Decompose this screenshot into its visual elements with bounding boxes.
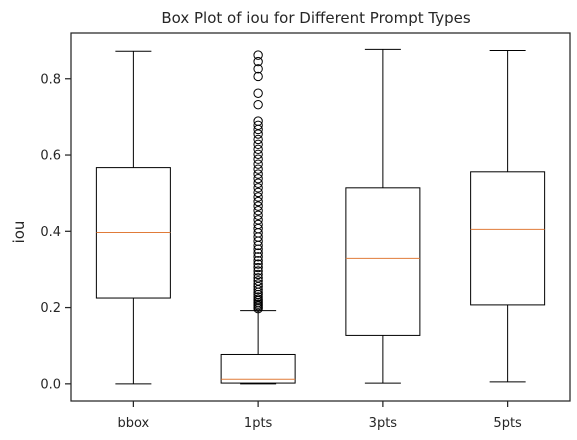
x-tick-label: 1pts — [244, 416, 273, 431]
outlier-point — [253, 164, 263, 174]
outlier-point — [253, 248, 263, 258]
outlier-point — [253, 276, 263, 286]
box-1pts — [220, 353, 296, 384]
outlier-point — [253, 134, 263, 145]
outlier-point — [253, 262, 263, 273]
outlier-point — [253, 187, 263, 198]
x-tick-label: 5pts — [493, 416, 522, 431]
y-axis-label: iou — [10, 221, 28, 244]
y-tick-label: 0.2 — [40, 301, 61, 316]
x-tick-label: 3pts — [369, 416, 398, 431]
outlier-point — [253, 71, 263, 82]
y-tick-label: 0.0 — [40, 377, 61, 392]
plot-frame — [70, 32, 571, 402]
outlier-point — [253, 149, 263, 159]
outlier-point — [253, 196, 263, 207]
outlier-point — [253, 210, 263, 220]
outlier-point — [253, 99, 263, 110]
outlier-point — [253, 154, 263, 164]
outlier-point — [253, 88, 263, 98]
outlier-point — [253, 144, 263, 155]
outlier-point — [253, 292, 263, 302]
outlier-point — [253, 259, 263, 269]
outlier-point — [253, 64, 263, 74]
outlier-point — [253, 252, 263, 262]
box-5pts — [470, 171, 546, 306]
y-tick-label: 0.6 — [40, 149, 61, 164]
outlier-point — [253, 279, 263, 289]
outlier-point — [253, 120, 263, 130]
outlier-point — [253, 273, 263, 283]
outlier-point — [253, 50, 263, 60]
outlier-point — [253, 139, 263, 150]
outlier-point — [253, 201, 263, 211]
outlier-point — [253, 215, 263, 225]
outlier-point — [253, 294, 263, 304]
outlier-point — [253, 178, 263, 188]
outlier-point — [253, 266, 263, 276]
outlier-point — [253, 169, 263, 179]
y-tick-label: 0.8 — [40, 72, 61, 87]
outlier-point — [253, 192, 263, 202]
outlier-point — [253, 173, 263, 184]
outlier-point — [253, 183, 263, 193]
outlier-point — [253, 206, 263, 216]
outlier-point — [253, 269, 263, 280]
plot-area: 0.0 0.2 0.4 0.6 0.8 bbox 1pts 3pts 5pts — [40, 32, 571, 431]
chart-title: Box Plot of iou for Different Prompt Typ… — [161, 9, 470, 27]
outlier-point — [253, 56, 263, 67]
outlier-point — [253, 159, 263, 169]
outlier-point — [253, 219, 263, 230]
outlier-point — [253, 255, 263, 266]
y-tick-label: 0.4 — [40, 225, 61, 240]
outlier-point — [253, 116, 263, 126]
box-3pts — [345, 187, 421, 336]
x-tick-label: bbox — [117, 416, 149, 431]
